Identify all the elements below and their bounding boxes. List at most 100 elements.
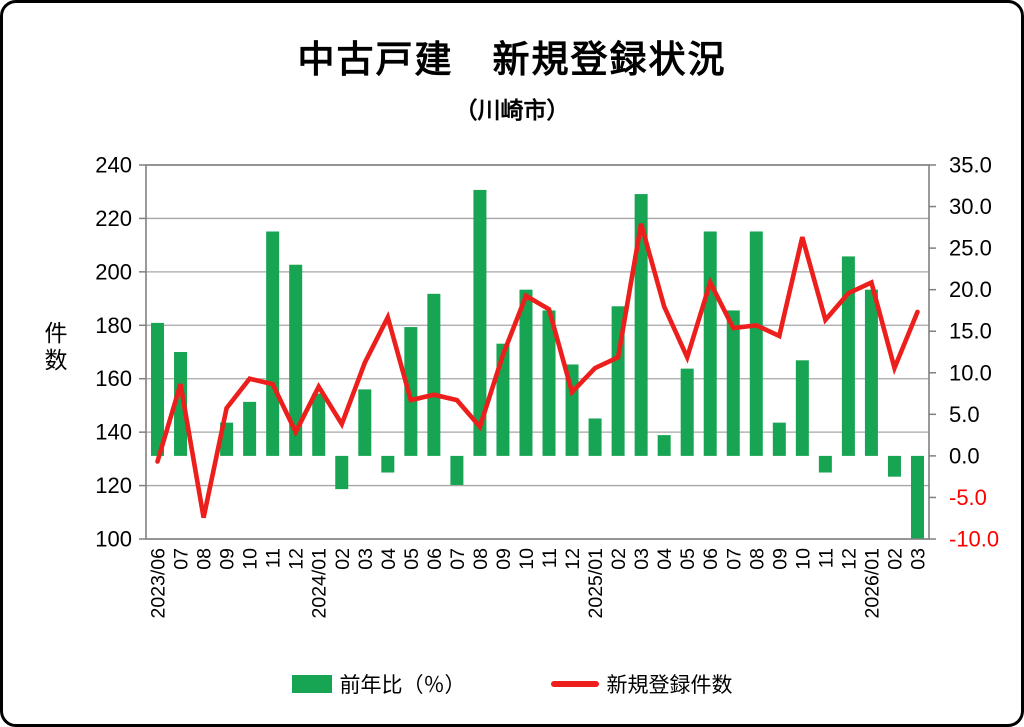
x-tick-label: 12 <box>838 548 860 570</box>
x-tick-label: 2025/01 <box>585 548 607 619</box>
x-tick-label: 2024/01 <box>309 548 331 619</box>
x-tick-label: 06 <box>700 548 722 570</box>
bar-07 <box>450 455 464 485</box>
x-tick-label: 07 <box>723 548 745 570</box>
x-tick-label: 08 <box>470 548 492 570</box>
bar-10 <box>519 289 533 456</box>
x-tick-label: 10 <box>792 548 814 570</box>
x-tick-label: 03 <box>907 548 929 570</box>
left-tick-label: 240 <box>95 153 132 178</box>
bar-05 <box>404 327 418 456</box>
left-tick-label: 120 <box>95 473 132 498</box>
left-tick-label: 220 <box>95 206 132 231</box>
x-tick-label: 11 <box>815 548 837 568</box>
bar-series <box>151 189 924 539</box>
bar-12 <box>841 256 855 456</box>
bar-05 <box>680 368 694 456</box>
legend-item-registrations: 新規登録件数 <box>550 669 733 699</box>
legend-item-yoy: 前年比（％） <box>291 669 466 699</box>
bar-11 <box>818 455 832 473</box>
x-tick-label: 07 <box>171 548 193 570</box>
bar-11 <box>542 310 556 456</box>
x-tick-label: 06 <box>424 548 446 570</box>
bar-2026/01 <box>864 289 878 456</box>
right-axis-ticks <box>929 164 936 540</box>
left-tick-label: 200 <box>95 259 132 284</box>
left-tick-label: 180 <box>95 313 132 338</box>
bar-04 <box>381 455 395 473</box>
right-tick-label: 35.0 <box>949 153 992 178</box>
x-tick-label: 12 <box>562 548 584 570</box>
x-tick-label: 10 <box>516 548 538 570</box>
bar-2024/01 <box>312 393 326 456</box>
bar-09 <box>772 422 786 456</box>
plot-border <box>145 164 930 540</box>
right-tick-label: 15.0 <box>949 319 992 344</box>
right-tick-label: 5.0 <box>949 402 980 427</box>
bar-02 <box>335 455 349 490</box>
right-tick-label: 30.0 <box>949 194 992 219</box>
x-tick-label: 08 <box>194 548 216 570</box>
x-tick-label: 05 <box>677 548 699 570</box>
right-tick-label: -10.0 <box>949 527 999 552</box>
bar-07 <box>726 310 740 456</box>
x-tick-label: 03 <box>631 548 653 570</box>
right-tick-label: 0.0 <box>949 443 980 468</box>
right-tick-label: 10.0 <box>949 360 992 385</box>
x-tick-label: 02 <box>608 548 630 570</box>
x-tick-label: 10 <box>240 548 262 570</box>
left-axis-ticks <box>139 164 146 540</box>
bar-2023/06 <box>151 322 165 456</box>
right-tick-label: 25.0 <box>949 236 992 261</box>
x-tick-label: 08 <box>746 548 768 570</box>
x-tick-label: 12 <box>286 548 308 570</box>
legend-label-registrations: 新規登録件数 <box>606 674 733 697</box>
bar-06 <box>427 293 441 456</box>
bar-06 <box>703 231 717 456</box>
bar-04 <box>657 435 671 456</box>
bar-10 <box>795 360 809 456</box>
x-tick-label: 2026/01 <box>861 548 883 619</box>
legend: 前年比（％） 新規登録件数 <box>3 669 1021 699</box>
line-series <box>155 223 920 519</box>
x-tick-label: 07 <box>447 548 469 570</box>
legend-label-yoy: 前年比（％） <box>339 674 466 697</box>
bar-12 <box>289 264 303 456</box>
plot-area: 24022020018016014012010035.030.025.020.0… <box>95 153 999 619</box>
bar-10 <box>243 401 257 456</box>
x-tick-label: 11 <box>263 548 285 568</box>
bar-11 <box>266 231 280 456</box>
x-tick-label: 2023/06 <box>148 548 170 619</box>
x-tick-label: 02 <box>332 548 354 570</box>
bar-08 <box>749 231 763 456</box>
left-tick-label: 140 <box>95 420 132 445</box>
bar-07 <box>174 352 188 456</box>
x-axis-labels: 2023/06 07 08 09 10 11 12 2024/01 02 03 04 05 06 07 08… <box>148 548 930 619</box>
gridlines <box>146 164 929 540</box>
right-axis-tick-labels: 35.0 30.0 25.0 20.0 15.0 10.0 5.0 0.0 -5.0 -10.0 <box>949 153 999 552</box>
line-series-swatch-icon <box>550 681 599 687</box>
x-tick-label: 03 <box>355 548 377 570</box>
left-axis-tick-labels: 240 220 200 180 160 140 120 100 <box>95 153 132 552</box>
left-tick-label: 160 <box>95 366 132 391</box>
x-tick-label: 09 <box>217 548 239 570</box>
chart-subtitle: （川崎市） <box>454 97 570 123</box>
x-tick-label: 02 <box>884 548 906 570</box>
bar-2025/01 <box>588 418 602 456</box>
x-tick-label: 04 <box>654 548 676 570</box>
x-tick-label: 05 <box>401 548 423 570</box>
left-axis-title: 件数 <box>41 321 67 375</box>
bar-03 <box>634 194 648 456</box>
left-tick-label: 100 <box>95 527 132 552</box>
x-tick-label: 09 <box>493 548 515 570</box>
x-tick-label: 04 <box>378 548 400 570</box>
bar-08 <box>473 189 487 456</box>
bar-03 <box>910 455 924 539</box>
right-tick-label: -5.0 <box>949 485 987 510</box>
x-tick-label: 09 <box>769 548 791 570</box>
bar-03 <box>358 389 372 456</box>
x-tick-label: 11 <box>539 548 561 568</box>
chart-title: 中古戸建 新規登録状況 <box>297 39 727 80</box>
bar-series-swatch-icon <box>291 675 332 693</box>
